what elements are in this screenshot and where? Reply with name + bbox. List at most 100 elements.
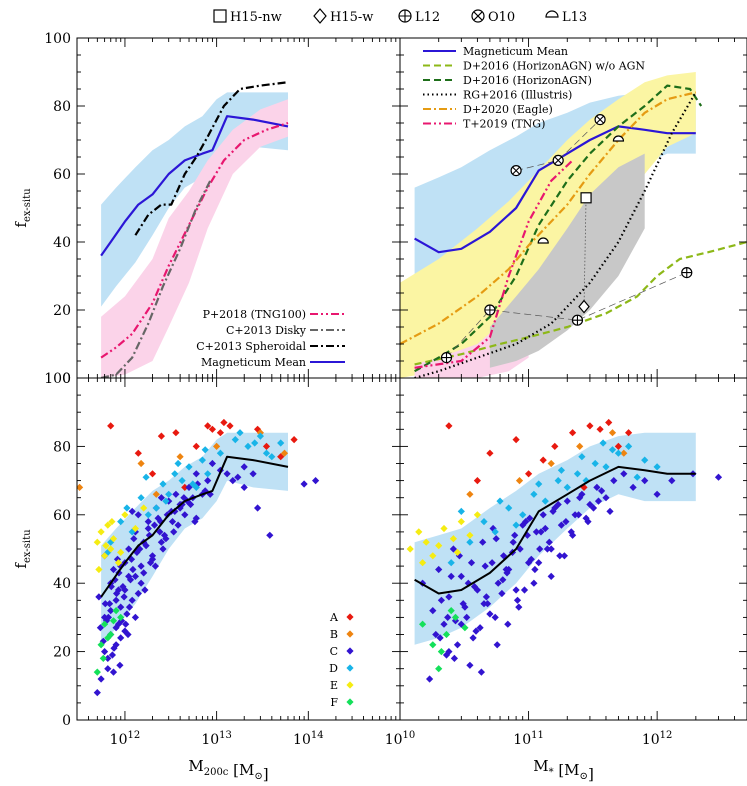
point [500, 552, 508, 560]
x-tick-label: 1012 [642, 730, 673, 748]
point [117, 518, 125, 526]
point [160, 531, 169, 539]
point [535, 480, 543, 488]
point [156, 528, 164, 536]
point [472, 627, 480, 635]
point [461, 624, 469, 632]
y-axis-label: fex-situ [12, 529, 33, 569]
point [629, 483, 637, 491]
point [110, 644, 118, 652]
point [519, 521, 527, 529]
point [290, 436, 298, 444]
obs-marker [612, 135, 625, 142]
point [614, 442, 622, 450]
point [415, 528, 423, 536]
series-line [414, 159, 574, 369]
y-tick-label: 60 [53, 167, 71, 183]
point [181, 483, 189, 491]
point [216, 429, 224, 437]
point [130, 535, 138, 543]
point [170, 528, 178, 536]
y-tick-label: 80 [53, 99, 71, 115]
point [101, 600, 109, 608]
point [541, 524, 549, 533]
point [277, 453, 285, 461]
plot-area [400, 72, 747, 378]
point [466, 490, 474, 498]
obs-marker [552, 154, 564, 166]
point [220, 418, 228, 427]
point [97, 528, 105, 536]
point [447, 572, 455, 580]
point [251, 439, 259, 447]
point [608, 429, 617, 437]
series-line [100, 180, 212, 378]
point [268, 453, 276, 461]
point [419, 559, 427, 567]
point [569, 429, 577, 437]
y-tick-label: 0 [62, 371, 71, 387]
plot-area [100, 81, 289, 378]
point [463, 613, 471, 621]
point [109, 668, 118, 676]
point [204, 477, 212, 485]
point [486, 449, 494, 457]
point [201, 446, 209, 454]
point [192, 470, 200, 478]
point [586, 422, 594, 430]
point [300, 480, 308, 488]
point [625, 429, 633, 437]
point [280, 449, 289, 457]
point [591, 459, 599, 468]
point [163, 511, 171, 519]
point [93, 689, 101, 697]
point [146, 559, 155, 567]
point [178, 477, 186, 485]
point [541, 497, 549, 505]
point [556, 552, 564, 560]
point [535, 559, 543, 567]
legend-label: B [330, 628, 338, 641]
point [545, 538, 553, 546]
point [499, 576, 507, 584]
point [129, 565, 137, 574]
band-D+2020 (Eagle) [400, 72, 696, 378]
point [447, 607, 455, 615]
point [494, 579, 502, 587]
point [277, 439, 285, 447]
point [457, 507, 465, 515]
point [172, 429, 180, 437]
point [192, 483, 200, 491]
point [122, 620, 130, 628]
legend-label: Magneticum Mean [463, 45, 568, 58]
point [181, 511, 189, 519]
top-legend-label: L12 [415, 10, 440, 25]
point [77, 483, 84, 491]
point [515, 477, 524, 485]
point [563, 497, 571, 505]
point [128, 596, 136, 604]
point [576, 494, 584, 502]
point [520, 586, 529, 594]
point [530, 490, 538, 498]
point [484, 600, 492, 608]
point [134, 449, 142, 457]
point [557, 466, 565, 474]
point [522, 518, 530, 526]
band-magneticum [414, 432, 696, 645]
point [114, 620, 123, 628]
point [473, 511, 481, 519]
point [266, 531, 274, 539]
point [157, 494, 165, 502]
point [142, 542, 150, 550]
point [97, 641, 105, 649]
point [498, 589, 506, 598]
obs-marker [440, 352, 453, 364]
point [204, 422, 212, 430]
point [144, 518, 152, 526]
point [107, 422, 115, 430]
point [523, 531, 531, 539]
point [128, 507, 136, 515]
point [519, 511, 527, 519]
point [104, 654, 112, 662]
